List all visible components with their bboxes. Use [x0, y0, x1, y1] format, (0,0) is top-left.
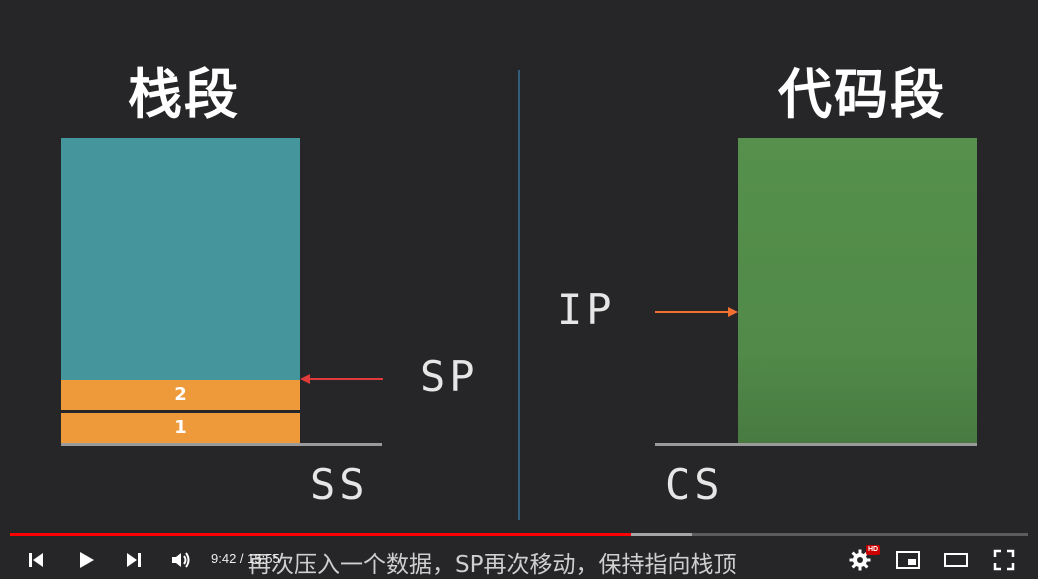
stack-segment-block — [61, 138, 300, 380]
center-divider — [518, 70, 520, 520]
play-button[interactable] — [71, 545, 101, 575]
hd-badge: HD — [866, 545, 881, 555]
settings-icon — [849, 549, 871, 571]
ip-label: IP — [557, 285, 616, 334]
previous-button[interactable] — [21, 545, 51, 575]
volume-icon — [172, 552, 190, 568]
sp-arrow — [300, 374, 383, 384]
ip-arrow — [655, 307, 738, 317]
code-segment-title: 代码段 — [778, 63, 946, 126]
volume-button[interactable] — [166, 545, 196, 575]
theater-icon — [944, 553, 968, 567]
stack-cell-1: 1 — [61, 413, 300, 443]
progress-played — [10, 533, 631, 536]
next-button[interactable] — [119, 545, 149, 575]
fullscreen-icon — [993, 549, 1015, 571]
sp-label: SP — [420, 352, 479, 401]
stack-cell-2: 2 — [61, 380, 300, 410]
previous-icon — [29, 553, 43, 567]
cs-label: CS — [665, 460, 724, 509]
time-display: 9:42 / 15:55 — [211, 551, 280, 566]
next-icon — [127, 553, 141, 567]
code-baseline — [655, 443, 977, 446]
fullscreen-button[interactable] — [989, 545, 1019, 575]
ss-label: SS — [310, 460, 369, 509]
caption-text: 再次压入一个数据，SP再次移动，保持指向栈顶 — [248, 552, 737, 578]
stack-baseline — [61, 443, 382, 446]
play-icon — [80, 552, 94, 568]
miniplayer-icon — [896, 551, 920, 569]
code-segment-block — [738, 138, 977, 443]
progress-bar[interactable] — [10, 533, 1028, 536]
settings-button[interactable] — [845, 545, 875, 575]
theater-mode-button[interactable] — [941, 545, 971, 575]
miniplayer-button[interactable] — [893, 545, 923, 575]
stack-segment-title: 栈段 — [128, 63, 240, 126]
